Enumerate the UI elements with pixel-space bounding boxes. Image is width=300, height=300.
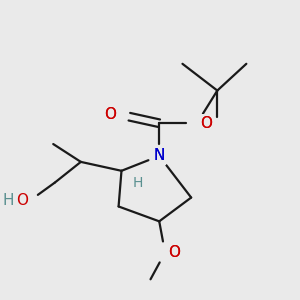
Text: O: O bbox=[104, 107, 116, 122]
Text: O: O bbox=[200, 116, 212, 131]
Text: O: O bbox=[104, 107, 116, 122]
Text: N: N bbox=[154, 148, 165, 164]
Text: O: O bbox=[200, 116, 212, 131]
Text: N: N bbox=[154, 148, 165, 164]
Text: O: O bbox=[16, 193, 28, 208]
Text: O: O bbox=[168, 245, 180, 260]
Text: H: H bbox=[133, 176, 143, 190]
Text: O: O bbox=[168, 245, 180, 260]
Text: H: H bbox=[2, 193, 14, 208]
